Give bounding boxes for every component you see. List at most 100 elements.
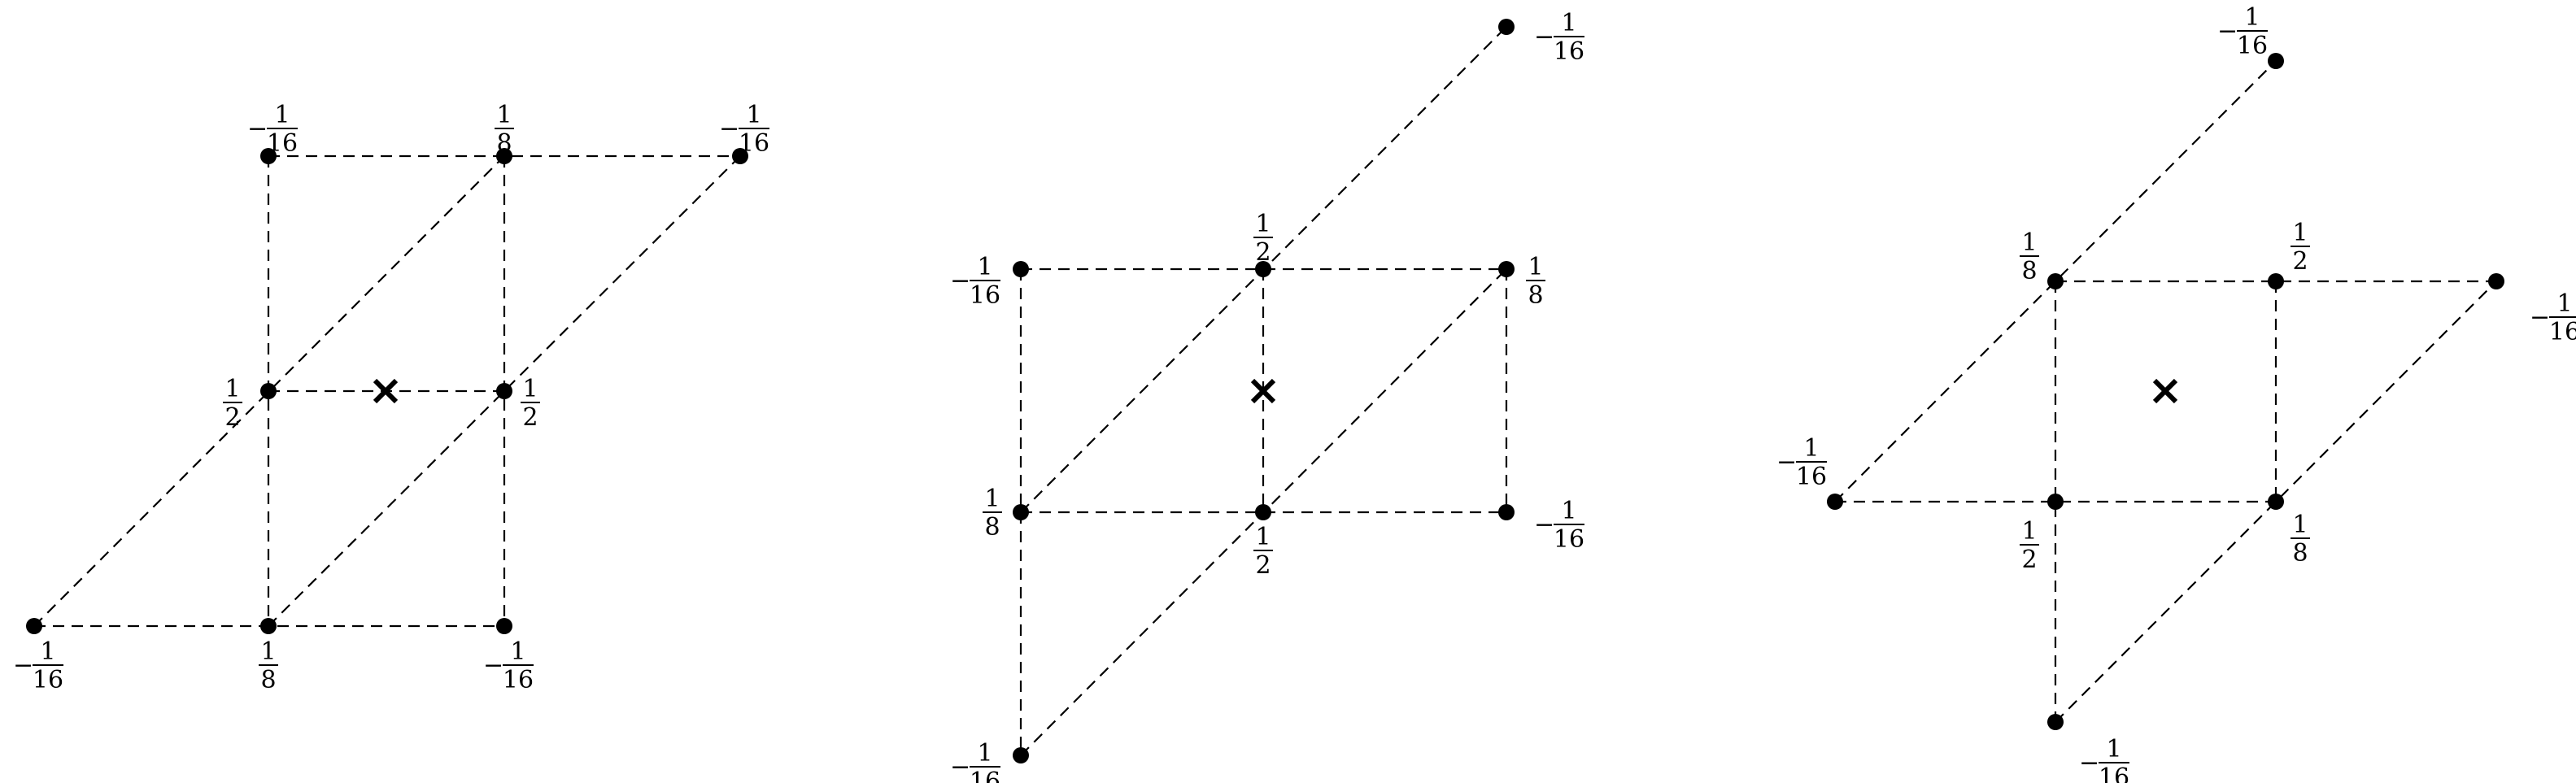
numerator: 1	[1561, 497, 1576, 525]
minus-sign: −	[1776, 448, 1797, 476]
grid-point	[496, 383, 512, 399]
minus-sign: −	[719, 115, 739, 143]
denominator: 16	[970, 768, 1000, 783]
grid-point	[2488, 273, 2504, 289]
minus-sign: −	[1534, 511, 1554, 539]
denominator: 16	[1554, 37, 1584, 66]
center-cross-marker	[2152, 378, 2178, 404]
dashed-edge	[2055, 281, 2497, 723]
denominator: 16	[2099, 763, 2129, 783]
grid-point	[1498, 261, 1515, 277]
weight-label: −116	[719, 101, 769, 158]
weight-label: 18	[2291, 511, 2310, 568]
numerator: 1	[2244, 3, 2260, 32]
weight-label: 12	[2020, 517, 2039, 574]
minus-sign: −	[1534, 23, 1554, 51]
weight-label: −116	[950, 253, 1000, 310]
numerator: 1	[522, 375, 538, 403]
weight-label: 18	[1526, 253, 1545, 310]
numerator: 1	[984, 485, 1000, 513]
grid-point	[1013, 504, 1029, 520]
weight-label: 18	[495, 101, 514, 158]
weight-label: 18	[983, 485, 1002, 542]
numerator: 1	[496, 101, 512, 129]
numerator: 1	[1561, 9, 1576, 37]
grid-point	[1498, 19, 1515, 35]
denominator: 8	[1528, 281, 1543, 310]
grid-point	[1827, 494, 1843, 510]
numerator: 1	[2106, 735, 2121, 763]
minus-sign: −	[2079, 749, 2099, 777]
minus-sign: −	[950, 267, 970, 295]
center-cross-marker	[373, 378, 399, 404]
weight-label: −116	[483, 637, 534, 694]
grid-point	[260, 148, 277, 164]
denominator: 8	[2021, 257, 2037, 285]
denominator: 2	[522, 403, 538, 432]
grid-point	[2047, 714, 2064, 730]
minus-sign: −	[247, 115, 268, 143]
grid-point	[26, 618, 42, 634]
grid-point	[2268, 273, 2284, 289]
denominator: 8	[260, 666, 276, 694]
grid-point	[1498, 504, 1515, 520]
numerator: 1	[1803, 434, 1819, 463]
grid-point	[496, 148, 512, 164]
weight-label: −116	[247, 101, 298, 158]
weight-label: −116	[1534, 497, 1584, 554]
numerator: 1	[510, 637, 525, 666]
grid-point	[496, 618, 512, 634]
numerator: 1	[224, 375, 240, 403]
numerator: 1	[1255, 210, 1271, 238]
weight-label: −116	[2217, 3, 2268, 60]
denominator: 16	[503, 666, 534, 694]
denominator: 16	[2237, 32, 2268, 60]
denominator: 8	[984, 513, 1000, 542]
numerator: 1	[2556, 289, 2572, 318]
numerator: 1	[2021, 517, 2037, 546]
weight-label: 12	[2291, 219, 2310, 276]
grid-point	[260, 618, 277, 634]
denominator: 2	[1255, 238, 1271, 267]
center-cross-marker	[1250, 378, 1276, 404]
numerator: 1	[977, 253, 992, 281]
weight-label: −116	[2530, 289, 2576, 346]
weight-label: 18	[2020, 228, 2039, 285]
numerator: 1	[977, 739, 992, 768]
denominator: 16	[2549, 318, 2576, 346]
denominator: 2	[1255, 551, 1271, 580]
numerator: 1	[260, 637, 276, 666]
numerator: 1	[40, 637, 55, 666]
grid-point	[2047, 494, 2064, 510]
dashed-edge	[1834, 60, 2277, 502]
grid-point	[2268, 494, 2284, 510]
numerator: 1	[746, 101, 761, 129]
minus-sign: −	[483, 651, 503, 680]
grid-point	[1255, 261, 1271, 277]
weight-label: −116	[1776, 434, 1827, 491]
weight-label: 18	[259, 637, 278, 694]
weight-label: 12	[521, 375, 540, 432]
denominator: 16	[267, 129, 298, 158]
denominator: 8	[2292, 539, 2308, 568]
minus-sign: −	[950, 753, 970, 781]
denominator: 16	[33, 666, 63, 694]
weight-label: 12	[223, 375, 242, 432]
denominator: 2	[224, 403, 240, 432]
weight-label: −116	[950, 739, 1000, 783]
weight-label: 12	[1253, 523, 1273, 580]
grid-point	[2047, 273, 2064, 289]
numerator: 1	[1255, 523, 1271, 551]
grid-point	[2268, 53, 2284, 69]
denominator: 8	[496, 129, 512, 158]
minus-sign: −	[13, 651, 33, 680]
minus-sign: −	[2217, 17, 2238, 46]
denominator: 2	[2292, 247, 2308, 276]
numerator: 1	[2292, 219, 2308, 247]
numerator: 1	[2292, 511, 2308, 539]
grid-point	[1255, 504, 1271, 520]
